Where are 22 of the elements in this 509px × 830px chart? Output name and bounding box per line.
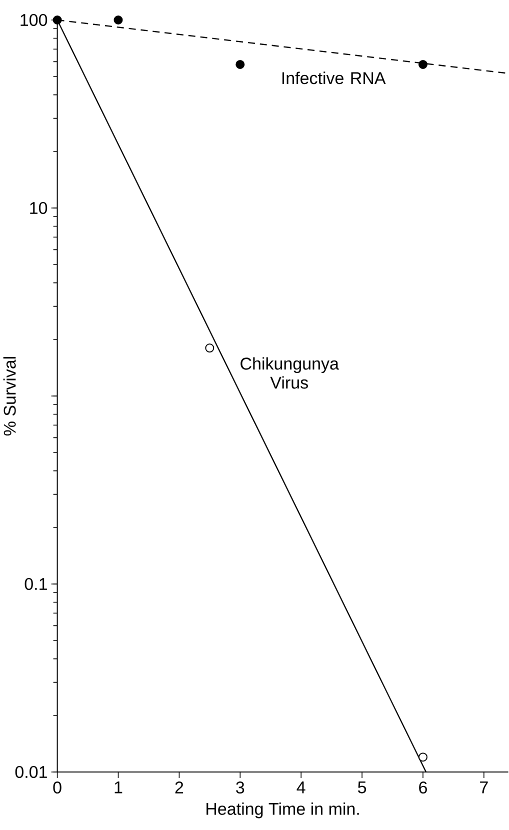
x-tick-label: 4 <box>296 782 306 794</box>
series-label: Chikungunya Virus <box>240 357 340 389</box>
x-tick-label: 5 <box>358 782 366 794</box>
point <box>418 60 428 69</box>
x-tick-label: 0 <box>53 782 62 794</box>
y-tick-label: 100 <box>20 14 48 26</box>
y-axis-title: % Survival <box>3 357 16 436</box>
x-tick-label: 6 <box>419 782 427 794</box>
y-tick-label: 10 <box>30 202 48 214</box>
point <box>236 60 245 69</box>
point <box>418 752 428 762</box>
x-tick-label: 2 <box>175 782 184 794</box>
series-label: Infective RNA <box>282 72 386 84</box>
y-tick-label: 0.1 <box>24 578 47 590</box>
x-axis-title: Heating Time in min. <box>206 802 359 818</box>
point <box>114 15 123 24</box>
point <box>205 344 214 353</box>
y-tick-label: 0.01 <box>15 766 47 778</box>
point <box>52 15 62 24</box>
x-tick-label: 3 <box>236 782 244 794</box>
x-tick-label: 1 <box>114 782 122 794</box>
x-tick-label: 7 <box>480 782 488 794</box>
